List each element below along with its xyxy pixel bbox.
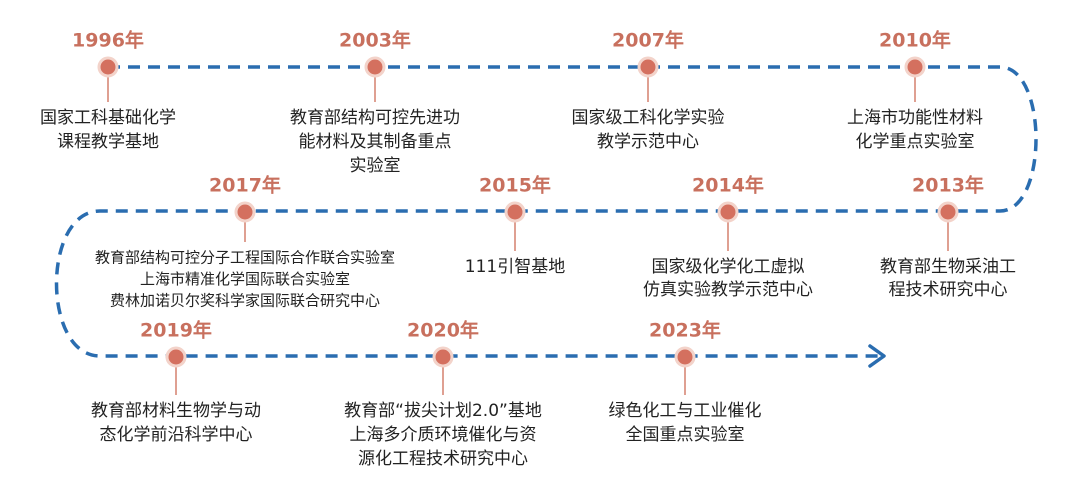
year-label: 2023年 <box>649 319 721 342</box>
milestone-text: 程技术研究中心 <box>889 280 1008 300</box>
milestone-text: 态化学前沿科学中心 <box>100 425 253 445</box>
milestone-dot <box>717 201 739 223</box>
timeline-arrow <box>868 344 886 368</box>
milestone-text: 国家级化学化工虚拟 <box>652 257 805 277</box>
milestone-text: 国家级工科化学实验 <box>572 108 725 128</box>
milestone-dot <box>97 56 119 78</box>
milestone-text: 111引智基地 <box>465 257 565 277</box>
milestone-text: 化学重点实验室 <box>856 132 975 152</box>
milestone-dot <box>937 201 959 223</box>
year-label: 2003年 <box>339 29 411 52</box>
milestone-dot <box>364 56 386 78</box>
milestone-text: 能材料及其制备重点 <box>299 132 452 152</box>
milestone-text: 仿真实验教学示范中心 <box>643 280 813 300</box>
milestone-text: 教育部结构可控先进功 <box>290 108 460 128</box>
milestone-text: 全国重点实验室 <box>626 425 745 445</box>
year-label: 2014年 <box>692 174 764 197</box>
milestone-dot <box>504 201 526 223</box>
milestone-text: 费林加诺贝尔奖科学家国际联合研究中心 <box>110 292 380 310</box>
milestone-text: 教育部材料生物学与动 <box>91 401 261 421</box>
milestone-text: 源化工程技术研究中心 <box>358 449 528 469</box>
milestone-dot <box>432 346 454 368</box>
year-label: 2013年 <box>912 174 984 197</box>
milestone-text: 教育部生物采油工 <box>880 257 1016 277</box>
milestone-dot <box>234 201 256 223</box>
timeline-path <box>54 65 1038 358</box>
milestone-text: 教学示范中心 <box>597 132 699 152</box>
milestone-text: 绿色化工与工业催化 <box>609 401 762 421</box>
year-label: 2017年 <box>209 174 281 197</box>
milestone-text: 教育部“拔尖计划2.0”基地 <box>344 401 542 421</box>
year-label: 2020年 <box>407 319 479 342</box>
year-label: 2019年 <box>140 319 212 342</box>
year-label: 2015年 <box>479 174 551 197</box>
milestone-text: 教育部结构可控分子工程国际合作联合实验室 <box>95 249 395 267</box>
milestone-dot <box>674 346 696 368</box>
milestone-dot <box>165 346 187 368</box>
year-label: 2007年 <box>612 29 684 52</box>
milestone-text: 实验室 <box>350 156 401 176</box>
year-label: 2010年 <box>879 29 951 52</box>
milestone-text: 上海多介质环境催化与资 <box>350 425 537 445</box>
milestone-text: 上海市功能性材料 <box>847 108 983 128</box>
milestone-text: 上海市精准化学国际联合实验室 <box>140 270 350 288</box>
milestone-text: 国家工科基础化学 <box>40 108 176 128</box>
milestone-dot <box>904 56 926 78</box>
milestone-text: 课程教学基地 <box>57 132 159 152</box>
milestone-dot <box>637 56 659 78</box>
year-label: 1996年 <box>72 29 144 52</box>
